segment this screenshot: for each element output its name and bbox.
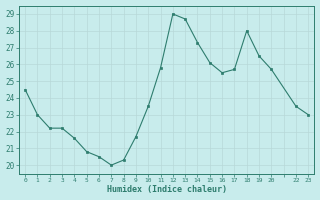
X-axis label: Humidex (Indice chaleur): Humidex (Indice chaleur) <box>107 185 227 194</box>
